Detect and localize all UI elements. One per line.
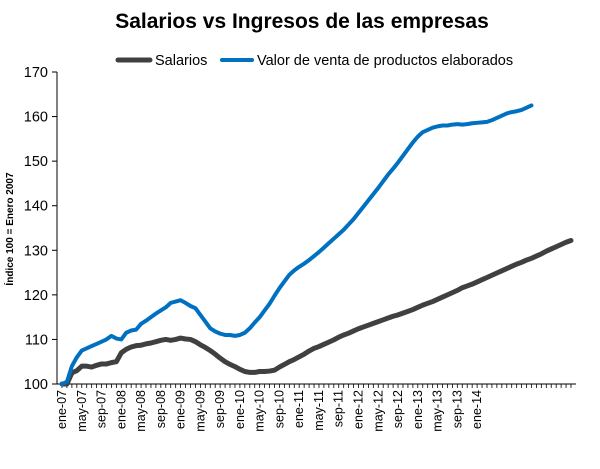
y-tick-label: 100: [24, 377, 48, 393]
x-tick-label: ene-12: [352, 390, 366, 429]
x-tick-label: sep-07: [95, 390, 109, 428]
legend-label-salarios: Salarios: [155, 53, 207, 69]
y-tick-label: 110: [25, 332, 48, 348]
legend-label-valor-venta: Valor de venta de productos elaborados: [257, 53, 513, 69]
x-tick-label: ene-11: [292, 390, 306, 428]
y-tick-label: 170: [24, 65, 48, 81]
x-tick-label: sep-11: [332, 390, 346, 427]
x-tick-label: may-13: [431, 390, 445, 432]
x-tick-label: may-12: [371, 390, 385, 432]
y-axis-label: Índice 100 = Enero 2007: [3, 172, 16, 286]
x-tick-label: sep-12: [391, 390, 405, 428]
x-tick-label: ene-08: [114, 390, 128, 429]
x-tick-label: ene-10: [233, 390, 247, 429]
y-tick-label: 140: [24, 199, 48, 215]
x-tick-label: may-10: [253, 390, 267, 432]
x-tick-label: ene-14: [470, 390, 484, 429]
series-line-salarios: [59, 237, 574, 387]
y-tick-label: 130: [24, 243, 48, 259]
y-tick-label: 120: [24, 288, 48, 304]
series-line-valor-venta: [60, 103, 534, 386]
x-tick-label: may-09: [193, 390, 207, 432]
x-tick-label: sep-08: [154, 390, 168, 428]
chart-title: Salarios vs Ingresos de las empresas: [115, 10, 489, 33]
legend: Salarios Valor de venta de productos ela…: [115, 53, 513, 69]
series-layer: [59, 103, 574, 387]
y-tick-label: 150: [24, 154, 48, 170]
x-tick-label: sep-10: [272, 390, 286, 428]
x-tick-label: sep-13: [450, 390, 464, 428]
x-tick-label: sep-09: [213, 390, 227, 428]
y-tick-label: 160: [24, 110, 48, 126]
x-tick-label: ene-09: [174, 390, 188, 429]
x-tick-label: ene-07: [55, 390, 69, 429]
x-axis-ticks: ene-07 may-07 sep-07 ene-08 may-08 sep-08 ene-…: [55, 384, 572, 432]
x-tick-label: may-11: [312, 390, 326, 431]
x-tick-label: may-08: [134, 390, 148, 432]
x-tick-label: may-07: [75, 390, 89, 432]
x-tick-label: ene-13: [411, 390, 425, 429]
y-axis-ticks: 100 110 120 130 140 150 160 170: [24, 65, 57, 393]
